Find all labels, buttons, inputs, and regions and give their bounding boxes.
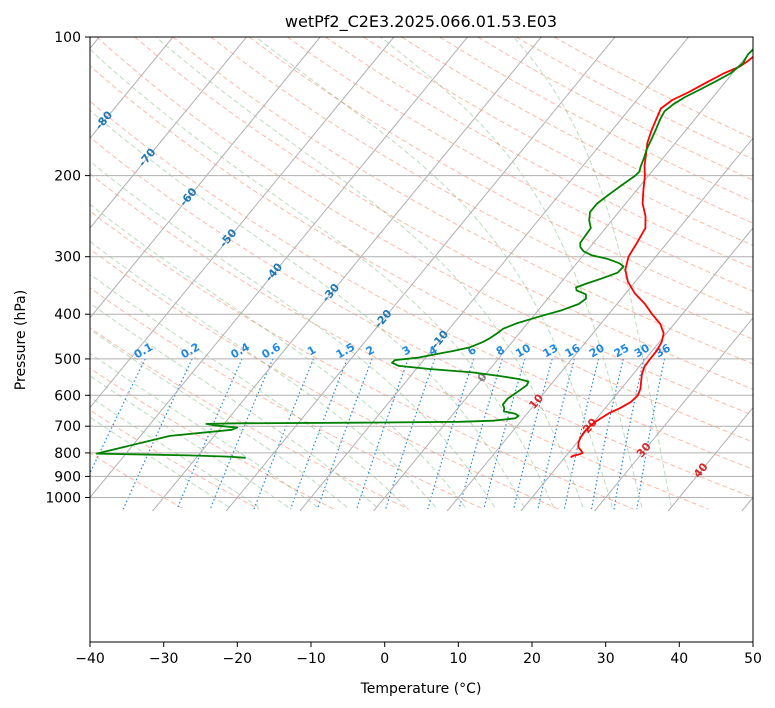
isotherm-line	[90, 37, 174, 139]
dry-adiabat	[287, 37, 753, 292]
moist-adiabat	[513, 37, 672, 508]
isotherm-line	[299, 37, 690, 512]
plot-frame	[89, 36, 754, 643]
dry-adiabat	[90, 210, 634, 510]
moist-adiabat	[90, 109, 525, 508]
mixing-ratio-line	[176, 358, 243, 510]
y-tick-label: 500	[54, 352, 81, 368]
dry-adiabat	[90, 136, 753, 499]
mixing-ratio-line	[427, 358, 475, 510]
x-axis-title: Temperature (°C)	[360, 681, 482, 697]
mixing-ratio-line	[385, 358, 436, 510]
moist-adiabat	[90, 48, 554, 508]
moist-adiabat	[90, 375, 289, 508]
profile-line	[95, 48, 753, 459]
x-tick-label: −10	[296, 651, 326, 667]
y-tick-label: 1000	[45, 491, 81, 507]
moist-adiabat	[90, 416, 230, 508]
plot-area	[90, 37, 753, 642]
mixing-ratio-line	[316, 358, 373, 510]
moist-adiabat	[90, 302, 378, 508]
moist-adiabat	[255, 37, 613, 508]
isotherm-line	[225, 37, 616, 512]
mixing-ratio-line	[122, 358, 193, 510]
background-lines	[90, 37, 753, 512]
y-axis: 100 200 300 400 500 600 700 800 900 1000	[45, 30, 90, 507]
y-tick-label: 800	[54, 446, 81, 462]
x-axis: −40 −30 −20 −10 0 10 20 30 40 50	[75, 642, 762, 667]
isotherm-line	[667, 406, 753, 512]
dry-adiabats	[90, 37, 753, 510]
isotherm-line	[90, 37, 469, 499]
x-tick-label: −30	[149, 651, 179, 667]
mixing-ratio-line	[483, 358, 526, 510]
moist-adiabat	[90, 396, 260, 508]
x-tick-label: 40	[670, 651, 688, 667]
moist-adiabats	[90, 37, 672, 508]
isotherms	[90, 37, 753, 512]
dry-adiabat	[172, 37, 753, 365]
moist-adiabat	[90, 240, 436, 508]
y-tick-label: 300	[54, 250, 81, 266]
moist-adiabat	[155, 37, 584, 508]
mixing-ratio-line	[513, 358, 553, 510]
isotherm-line	[446, 137, 753, 512]
y-tick-label: 400	[54, 307, 81, 323]
y-tick-label: 600	[54, 388, 81, 404]
x-tick-label: 30	[597, 651, 615, 667]
dry-adiabat	[90, 100, 753, 470]
x-tick-label: 50	[744, 651, 762, 667]
isotherm-line	[594, 317, 753, 512]
moist-adiabat	[90, 328, 348, 508]
chart-title: wetPf2_C2E3.2025.066.01.53.E03	[285, 12, 557, 32]
moist-adiabat	[90, 352, 319, 508]
x-tick-label: −40	[75, 651, 105, 667]
moist-adiabat	[90, 203, 466, 508]
dry-adiabat	[90, 367, 335, 510]
isotherm-line	[90, 37, 321, 319]
isotherm-line	[90, 37, 395, 409]
profile-line	[570, 55, 753, 458]
y-tick-label: 100	[54, 30, 81, 46]
profiles	[95, 48, 753, 459]
dry-adiabat	[134, 37, 753, 390]
x-tick-label: −20	[223, 651, 253, 667]
y-tick-label: 700	[54, 419, 81, 435]
x-tick-label: 0	[380, 651, 389, 667]
dry-adiabat	[248, 37, 753, 316]
moist-adiabat	[379, 37, 643, 508]
x-tick-label: 20	[523, 651, 541, 667]
y-axis-title: Pressure (hPa)	[13, 290, 29, 390]
mixing-ratio-line	[253, 358, 315, 510]
isotherm-line	[90, 37, 248, 229]
x-tick-label: 10	[449, 651, 467, 667]
mixing-ratio-line	[290, 358, 348, 510]
y-tick-label: 900	[54, 469, 81, 485]
y-tick-label: 200	[54, 169, 81, 185]
isotherm-line	[373, 47, 753, 512]
isobars	[90, 37, 753, 498]
dry-adiabat	[96, 37, 753, 416]
moist-adiabat	[90, 160, 495, 508]
mixing-ratio-line	[209, 358, 274, 510]
